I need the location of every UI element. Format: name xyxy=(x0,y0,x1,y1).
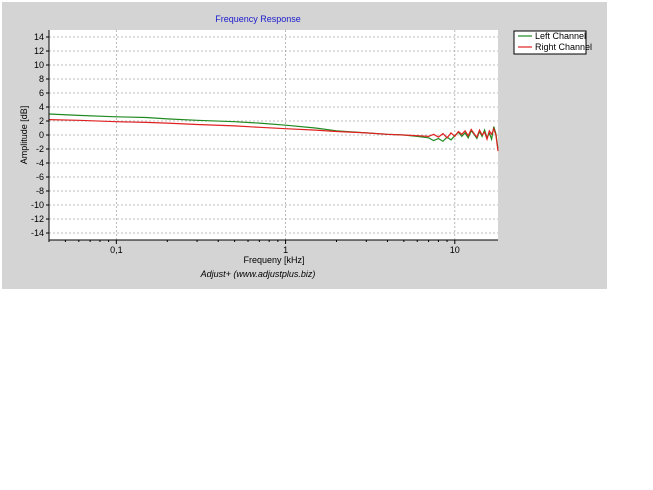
y-tick-label: -14 xyxy=(31,228,44,238)
y-tick-label: 8 xyxy=(39,74,44,84)
chart-panel: Frequency Response 14 12 10 8 6 4 2 0 -2 -4 -6 -8 -1… xyxy=(2,2,607,289)
y-axis-label: Amplitude [dB] xyxy=(19,106,29,165)
y-tick-label: -6 xyxy=(36,172,44,182)
y-tick-label: 6 xyxy=(39,88,44,98)
y-tick-label: 2 xyxy=(39,116,44,126)
legend-label: Right Channel xyxy=(535,42,592,52)
y-tick-label: -2 xyxy=(36,144,44,154)
y-tick-label: -12 xyxy=(31,214,44,224)
y-tick-label: 10 xyxy=(34,60,44,70)
y-tick-label: 0 xyxy=(39,130,44,140)
x-tick-label: 10 xyxy=(450,245,460,255)
chart-title: Frequency Response xyxy=(215,14,301,24)
grid-lines xyxy=(49,30,498,240)
y-tick-label: -10 xyxy=(31,200,44,210)
x-ticks: 0,1 1 10 xyxy=(48,240,460,255)
x-tick-label: 1 xyxy=(283,245,288,255)
x-axis-label: Frequeny [kHz] xyxy=(243,255,304,265)
y-tick-label: -4 xyxy=(36,158,44,168)
y-tick-label: 4 xyxy=(39,102,44,112)
series-line-left-channel xyxy=(48,113,499,150)
footer-credit: Adjust+ (www.adjustplus.biz) xyxy=(200,269,316,279)
x-tick-label: 0,1 xyxy=(110,245,123,255)
y-tick-label: 12 xyxy=(34,46,44,56)
frequency-response-chart: Frequency Response 14 12 10 8 6 4 2 0 -2 -4 -6 -8 -1… xyxy=(19,14,592,279)
y-tick-label: 14 xyxy=(34,32,44,42)
series-line-right-channel xyxy=(48,119,499,152)
y-tick-label: -8 xyxy=(36,186,44,196)
legend-label: Left Channel xyxy=(535,31,586,41)
y-ticks: 14 12 10 8 6 4 2 0 -2 -4 -6 -8 -10 -12 -14 xyxy=(31,32,49,238)
series-lines xyxy=(48,113,499,152)
legend-box xyxy=(513,30,587,55)
